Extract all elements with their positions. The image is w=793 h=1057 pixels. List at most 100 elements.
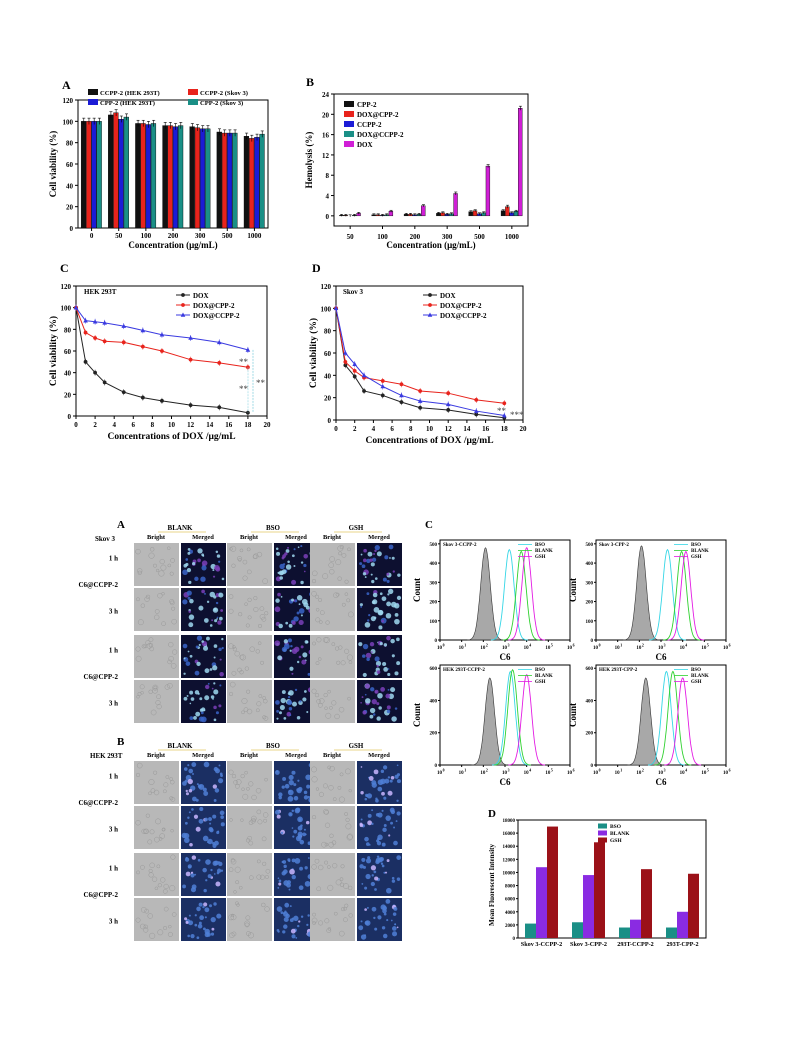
y-tick-label: 10000 <box>503 871 516 876</box>
y-tick-label: 500 <box>586 543 594 548</box>
cell-outline <box>235 880 240 885</box>
cell-outline <box>327 884 334 891</box>
fluorescent-cell <box>359 822 363 826</box>
fluorescent-cell <box>384 871 388 874</box>
fluorescent-cell <box>202 867 207 873</box>
fluorescent-cell <box>385 899 391 904</box>
cell-outline <box>155 700 161 706</box>
bar-ccpp-2-skov-3- <box>113 112 119 229</box>
fluorescent-cell <box>372 713 376 716</box>
cell-outline <box>259 874 265 880</box>
legend-label: BSO <box>535 543 545 548</box>
data-point <box>418 389 423 393</box>
histogram-curve-gsh <box>508 674 546 766</box>
bar-d-label: D <box>488 808 496 820</box>
cell-outline <box>346 598 351 603</box>
fluorescent-cell <box>365 698 371 704</box>
fluorescent-cell <box>394 671 399 676</box>
data-point <box>380 393 385 398</box>
fluorescent-cell <box>203 791 209 796</box>
fluorescent-cell <box>218 778 224 784</box>
cell-outline <box>314 692 320 698</box>
x-tick-label: 10 <box>524 646 530 651</box>
legend-swatch <box>188 99 198 105</box>
fluorescent-cell <box>196 661 201 667</box>
cell-outline <box>343 917 348 923</box>
fluorescent-cell <box>200 576 206 582</box>
legend-label: DOX@CPP-2 <box>440 302 482 310</box>
fluorescent-cell <box>302 652 308 658</box>
cell-outline <box>153 789 160 796</box>
cell-outline <box>228 608 234 614</box>
cell-outline <box>231 931 237 937</box>
fluorescent-cell <box>205 879 208 882</box>
bar-cpp-2-skov-3- <box>150 123 157 229</box>
fluorescent-cell <box>291 770 296 775</box>
fluorescent-cell <box>288 623 293 628</box>
fluorescent-cell <box>183 657 186 660</box>
cell-outline <box>250 818 256 824</box>
cell-outline <box>340 864 345 869</box>
series-line-dox <box>75 307 248 414</box>
data-point <box>216 339 222 345</box>
cell-outline <box>229 932 235 938</box>
cell-outline <box>136 762 143 769</box>
panel-a-label: A <box>62 78 71 92</box>
y-tick-label: 600 <box>430 667 438 672</box>
cell-outline <box>244 666 250 671</box>
cell-outline <box>324 822 331 828</box>
bright-field-image <box>227 680 272 723</box>
fluorescent-cell <box>375 797 378 800</box>
x-tick-label: 12 <box>445 425 453 433</box>
fluorescent-cell <box>210 695 215 699</box>
fluorescent-cell <box>367 856 371 860</box>
bright-field-image <box>227 635 272 678</box>
fluorescent-cell <box>293 829 298 834</box>
x-axis-title: Concentration (μg/mL) <box>128 240 217 250</box>
fluorescent-cell <box>396 779 401 784</box>
x-tick-exponent: 6 <box>729 644 731 648</box>
fluorescent-cell <box>214 565 220 571</box>
x-tick-label: 10 <box>524 771 530 776</box>
fluorescent-cell <box>301 659 307 665</box>
data-point <box>159 332 165 337</box>
cell-outline <box>323 692 328 698</box>
y-tick-label: 14000 <box>503 845 516 850</box>
flow-c-label: C <box>425 519 433 531</box>
fluorescent-cell <box>307 914 310 917</box>
fluorescent-cell <box>374 876 379 881</box>
y-tick-label: 120 <box>63 97 74 105</box>
x-tick-label: Skov 3-CPP-2 <box>570 941 607 948</box>
fluorescent-cell <box>294 858 301 864</box>
x-tick-exponent: 4 <box>529 644 531 648</box>
x-tick-label: 2 <box>93 421 97 429</box>
fluorescent-cell <box>386 635 391 641</box>
fluorescent-cell <box>277 930 280 933</box>
cell-outline <box>262 696 266 700</box>
fluorescent-cell <box>183 767 188 771</box>
y-tick-label: 40 <box>64 370 72 378</box>
cell-outline <box>258 694 263 698</box>
fluorescent-cell <box>382 827 387 833</box>
fluorescent-cell <box>204 817 208 822</box>
legend-swatch <box>598 837 607 843</box>
fluorescent-cell <box>197 858 201 862</box>
y-tick-label: 8 <box>326 172 330 180</box>
y-tick-label: 100 <box>321 305 332 313</box>
x-tick-label: 18 <box>501 425 509 433</box>
bright-field-image <box>310 853 355 896</box>
fluorescent-cell <box>305 605 310 610</box>
fluorescent-cell <box>288 780 294 786</box>
data-point <box>160 398 164 403</box>
cell-outline <box>259 613 266 620</box>
fluorescent-cell <box>194 576 199 581</box>
fluorescent-cell <box>378 609 384 616</box>
fluorescent-cell <box>304 833 307 836</box>
fluorescent-cell <box>369 707 376 714</box>
fluorescent-cell <box>396 637 400 642</box>
x-axis-title: C6 <box>656 777 667 787</box>
fluorescent-cell <box>285 621 289 625</box>
panel-c-line-chart: C 0 20 40 60 80 100 120 0 2 4 6 8 10 12 14 16 18 20 Concen… <box>48 261 271 442</box>
x-tick-label: 18 <box>244 421 252 429</box>
